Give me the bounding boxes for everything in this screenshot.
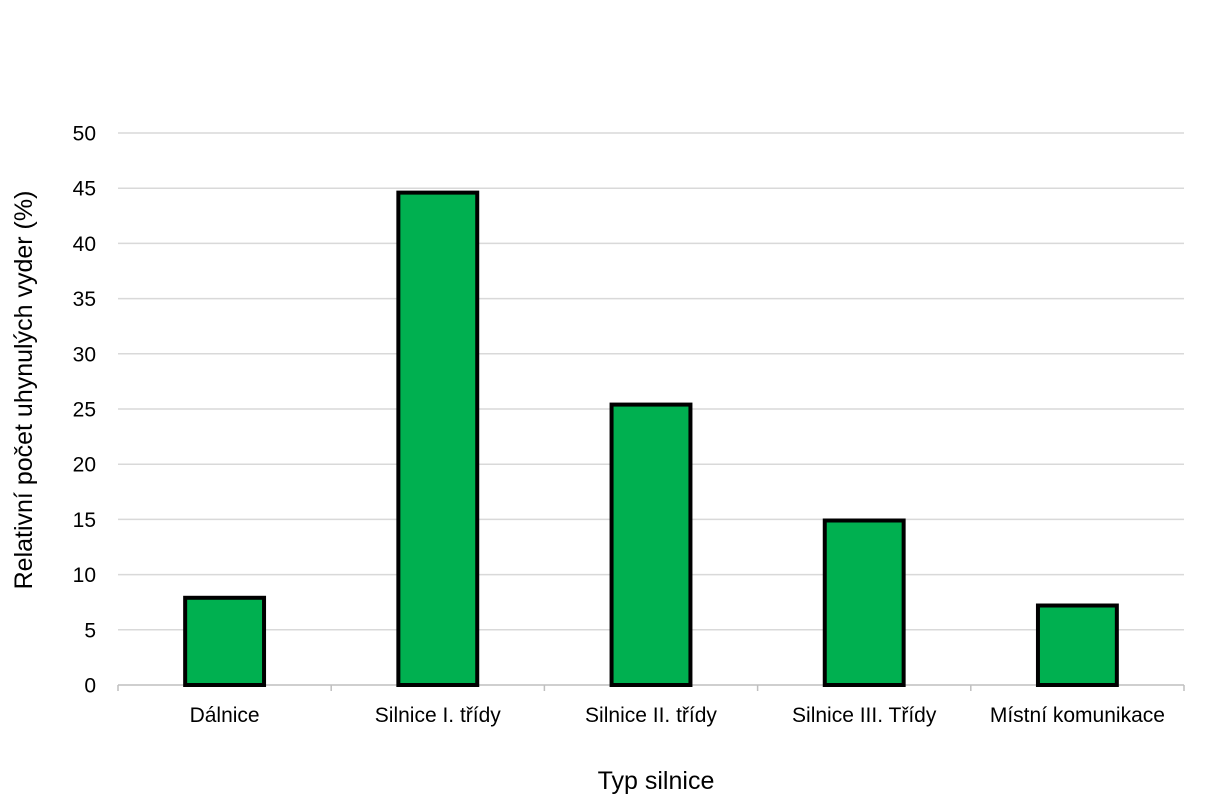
bar bbox=[396, 190, 480, 687]
y-tick-label: 40 bbox=[73, 233, 96, 256]
y-tick-label: 45 bbox=[73, 178, 96, 201]
bars bbox=[183, 190, 1119, 688]
y-tick-label: 0 bbox=[84, 675, 96, 698]
y-tick-label: 50 bbox=[73, 123, 96, 146]
bar bbox=[609, 402, 693, 687]
y-tick-label: 25 bbox=[73, 399, 96, 422]
y-tick-label: 20 bbox=[73, 454, 96, 477]
y-axis-ticks: 0 5 10 15 20 25 30 35 40 45 50 bbox=[73, 123, 96, 698]
bar bbox=[1035, 603, 1119, 688]
x-tick-label: Místní komunikace bbox=[990, 704, 1165, 727]
y-tick-label: 35 bbox=[73, 288, 96, 311]
x-tick-label: Silnice III. Třídy bbox=[792, 704, 937, 727]
y-tick-label: 10 bbox=[73, 564, 96, 587]
x-tick-label: Dálnice bbox=[190, 704, 260, 727]
x-tick-label: Silnice II. třídy bbox=[585, 704, 717, 727]
bar bbox=[183, 595, 267, 687]
x-tick-label: Silnice I. třídy bbox=[375, 704, 502, 727]
y-tick-label: 15 bbox=[73, 509, 96, 532]
y-tick-label: 30 bbox=[73, 343, 96, 366]
y-axis-title: Relativní počet uhynulých vyder (%) bbox=[10, 191, 38, 590]
x-axis-ticks: Dálnice Silnice I. třídy Silnice II. třídy… bbox=[190, 704, 1165, 727]
bar bbox=[822, 518, 906, 688]
x-axis-title: Typ silnice bbox=[598, 767, 715, 795]
y-tick-label: 5 bbox=[84, 619, 96, 642]
